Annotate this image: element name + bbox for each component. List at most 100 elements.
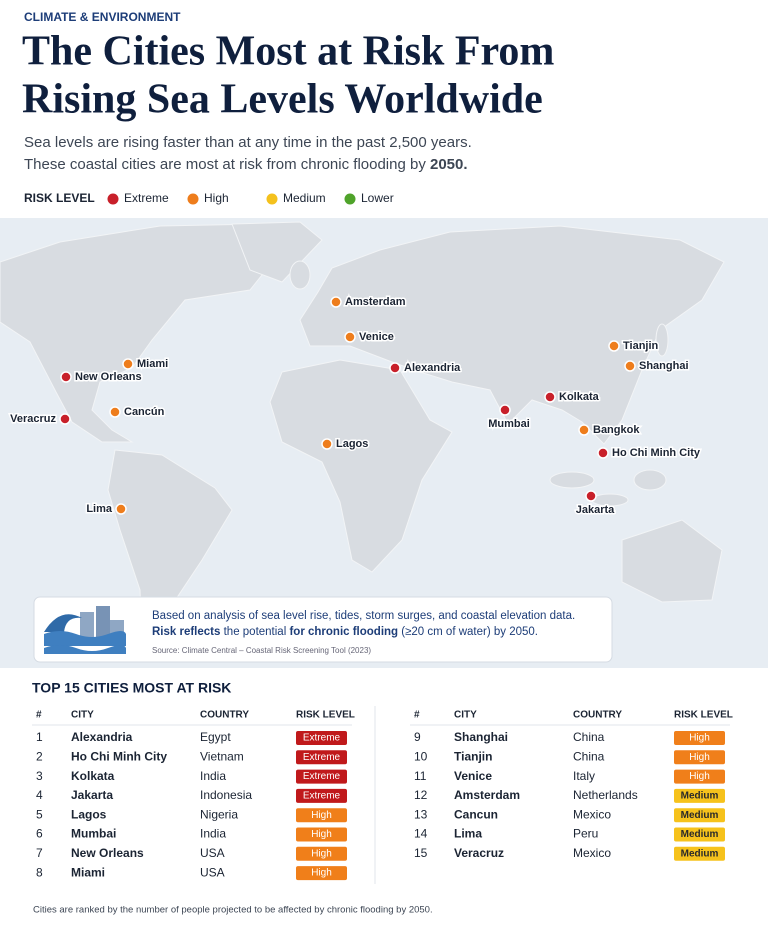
country: Indonesia xyxy=(200,788,252,802)
note-box xyxy=(33,596,613,663)
marker-label: Alexandria xyxy=(404,362,461,374)
rank: 3 xyxy=(36,769,43,783)
subtitle: These coastal cities are most at risk fr… xyxy=(24,156,468,173)
legend-swatch xyxy=(266,193,278,205)
marker-label: Venice xyxy=(359,331,394,343)
note-line-bold: for chronic flooding xyxy=(289,626,398,638)
marker-label: Cancún xyxy=(124,406,165,418)
column-header: # xyxy=(414,710,420,721)
map-marker xyxy=(330,296,342,308)
subtitle-bold: 2050. xyxy=(430,156,468,173)
risk-label: Extreme xyxy=(303,733,341,744)
map-marker xyxy=(115,503,127,515)
note-line-part: (≥20 cm of water) by 2050. xyxy=(398,626,538,638)
rank: 15 xyxy=(414,846,428,860)
rank: 8 xyxy=(36,865,43,879)
risk-badge xyxy=(296,808,347,823)
rank: 6 xyxy=(36,827,43,841)
marker-label: Lagos xyxy=(336,438,368,450)
risk-badge xyxy=(296,750,347,765)
city: Tianjin xyxy=(454,749,492,763)
legend-label: High xyxy=(204,191,229,205)
rank: 14 xyxy=(414,827,428,841)
note-line: Based on analysis of sea level rise, tid… xyxy=(152,610,575,622)
risk-badge xyxy=(674,750,725,765)
marker-label: Miami xyxy=(137,358,168,370)
city: New Orleans xyxy=(71,846,144,860)
map-marker xyxy=(499,404,511,416)
map-marker xyxy=(597,447,609,459)
risk-label: High xyxy=(311,868,332,879)
subtitle: Sea levels are rising faster than at any… xyxy=(24,134,472,151)
rank: 7 xyxy=(36,846,43,860)
rank: 9 xyxy=(414,730,421,744)
country: China xyxy=(573,730,605,744)
note-line-part: Based on analysis of sea level rise, tid… xyxy=(152,610,575,622)
marker-label: Veracruz xyxy=(10,413,56,425)
city: Venice xyxy=(454,769,492,783)
marker-label: Kolkata xyxy=(559,391,600,403)
map-marker xyxy=(544,391,556,403)
rank: 2 xyxy=(36,749,43,763)
city: Amsterdam xyxy=(454,788,520,802)
risk-label: High xyxy=(689,733,710,744)
country: USA xyxy=(200,865,225,879)
marker-label: Tianjin xyxy=(623,340,659,352)
rank: 10 xyxy=(414,749,428,763)
legend-title: RISK LEVEL xyxy=(24,191,95,205)
risk-badge xyxy=(674,788,725,803)
marker-label: Jakarta xyxy=(576,504,615,516)
subtitle-part: These coastal cities are most at risk fr… xyxy=(24,156,430,173)
map-marker xyxy=(122,358,134,370)
rank: 11 xyxy=(414,769,427,783)
legend-label: Lower xyxy=(361,191,394,205)
risk-badge xyxy=(674,731,725,745)
risk-label: Medium xyxy=(681,810,719,821)
marker-label: Bangkok xyxy=(593,424,640,436)
map-marker xyxy=(60,371,72,383)
country: Netherlands xyxy=(573,788,638,802)
risk-label: Medium xyxy=(681,848,719,859)
risk-label: Extreme xyxy=(303,771,341,782)
marker-label: Mumbai xyxy=(488,418,530,430)
city: Alexandria xyxy=(71,730,133,744)
rank: 4 xyxy=(36,788,43,802)
country: Vietnam xyxy=(200,749,244,763)
rank: 13 xyxy=(414,807,428,821)
marker-label: New Orleans xyxy=(75,371,142,383)
city: Kolkata xyxy=(71,769,115,783)
city: Cancun xyxy=(454,807,498,821)
flood-icon xyxy=(44,606,126,654)
map-marker xyxy=(608,340,620,352)
map-marker xyxy=(109,406,121,418)
map-marker xyxy=(585,490,597,502)
legend-swatch xyxy=(344,193,356,205)
city: Mumbai xyxy=(71,827,116,841)
rank: 1 xyxy=(36,730,43,744)
country: Nigeria xyxy=(200,807,238,821)
land xyxy=(0,221,725,642)
map-marker xyxy=(389,362,401,374)
map-marker xyxy=(578,424,590,436)
table-title: TOP 15 CITIES MOST AT RISK xyxy=(32,680,231,696)
risk-badge xyxy=(674,827,725,842)
city: Ho Chi Minh City xyxy=(71,749,167,763)
column-header: COUNTRY xyxy=(200,710,249,721)
country: USA xyxy=(200,846,225,860)
column-header: RISK LEVEL xyxy=(674,710,733,721)
column-header: RISK LEVEL xyxy=(296,710,355,721)
risk-badge xyxy=(296,788,347,803)
country: India xyxy=(200,769,226,783)
city: Shanghai xyxy=(454,730,508,744)
risk-badge xyxy=(296,769,347,784)
rank: 12 xyxy=(414,788,428,802)
city: Lima xyxy=(454,827,482,841)
legend-swatch xyxy=(187,193,199,205)
footnote: Cities are ranked by the number of peopl… xyxy=(33,905,433,916)
country: Peru xyxy=(573,827,598,841)
legend-label: Medium xyxy=(283,191,326,205)
risk-label: High xyxy=(689,752,710,763)
risk-label: High xyxy=(311,810,332,821)
